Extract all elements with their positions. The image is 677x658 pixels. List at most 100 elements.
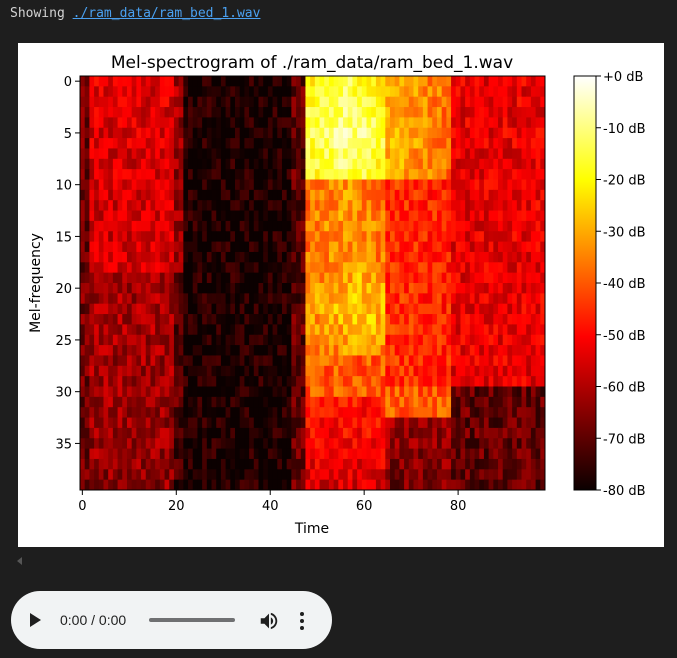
heatmap-cell <box>84 220 90 232</box>
heatmap-cell <box>131 293 137 305</box>
heatmap-cell <box>314 334 321 346</box>
heatmap-cell <box>211 169 217 180</box>
heatmap-cell <box>347 355 353 367</box>
heatmap-cell <box>108 158 114 170</box>
heatmap-cell <box>441 469 447 481</box>
heatmap-cell <box>375 427 382 439</box>
heatmap-cell <box>141 345 147 356</box>
heatmap-cell <box>516 138 523 149</box>
heatmap-cell <box>173 355 180 367</box>
play-icon[interactable] <box>30 613 41 627</box>
heatmap-cell <box>159 158 166 170</box>
heatmap-cell <box>164 117 170 129</box>
heatmap-cell <box>80 210 86 222</box>
heatmap-cell <box>488 169 494 180</box>
heatmap-cell <box>272 438 278 450</box>
heatmap-cell <box>366 386 372 398</box>
heatmap-cell <box>103 417 109 429</box>
heatmap-cell <box>418 241 424 253</box>
heatmap-cell <box>235 169 241 180</box>
heatmap-cell <box>516 303 523 315</box>
heatmap-cell <box>446 345 452 356</box>
heatmap-cell <box>216 189 222 201</box>
heatmap-cell <box>281 303 288 315</box>
heatmap-cell <box>399 251 405 263</box>
file-link[interactable]: ./ram_data/ram_bed_1.wav <box>72 6 261 21</box>
heatmap-cell <box>521 427 527 439</box>
heatmap-cell <box>404 376 410 387</box>
heatmap-cell <box>169 293 175 305</box>
heatmap-cell <box>286 314 292 325</box>
heatmap-cell <box>211 469 217 481</box>
spectrogram-chart: Mel-spectrogram of ./ram_data/ram_bed_1.… <box>28 53 646 537</box>
heatmap-cell <box>521 303 527 315</box>
heatmap-cell <box>526 417 532 429</box>
heatmap-cell <box>540 345 546 356</box>
heatmap-cell <box>446 96 452 108</box>
heatmap-cell <box>235 96 241 108</box>
heatmap-cell <box>493 396 499 408</box>
heatmap-cell <box>427 386 433 398</box>
heatmap-cell <box>366 220 372 232</box>
heatmap-cell <box>263 355 269 367</box>
heatmap-cell <box>155 427 161 439</box>
heatmap-cell <box>286 458 292 470</box>
heatmap-cell <box>408 293 414 305</box>
heatmap-cell <box>94 210 100 222</box>
heatmap-cell <box>169 448 175 460</box>
heatmap-cell <box>98 355 104 367</box>
heatmap-cell <box>80 448 86 460</box>
heatmap-cell <box>498 355 504 367</box>
heatmap-cell <box>281 479 288 491</box>
heatmap-cell <box>404 86 410 98</box>
heatmap-cell <box>319 417 325 429</box>
heatmap-cell <box>281 231 288 243</box>
heatmap-cell <box>206 148 213 160</box>
heatmap-cell <box>526 231 532 243</box>
heatmap-cell <box>408 189 414 201</box>
heatmap-cell <box>136 189 142 201</box>
heatmap-cell <box>502 396 508 408</box>
colorbar <box>573 75 597 491</box>
heatmap-cell <box>141 272 147 284</box>
heatmap-cell <box>540 334 546 346</box>
heatmap-cell <box>375 200 382 212</box>
heatmap-cell <box>98 231 104 243</box>
more-vert-icon[interactable] <box>297 611 307 631</box>
heatmap-cell <box>314 200 321 212</box>
heatmap-cell <box>451 138 457 149</box>
heatmap-cell <box>385 407 391 419</box>
heatmap-cell <box>103 386 109 398</box>
heatmap-cell <box>197 127 203 139</box>
heatmap-cell <box>239 324 245 336</box>
heatmap-cell <box>479 262 485 274</box>
heatmap-cell <box>291 407 297 419</box>
heatmap-cell <box>422 210 429 222</box>
heatmap-cell <box>286 438 292 450</box>
heatmap-cell <box>98 179 104 191</box>
heatmap-cell <box>169 200 175 212</box>
heatmap-cell <box>263 345 269 356</box>
colorbar-tick-label: -10 dB <box>603 122 646 137</box>
volume-icon[interactable] <box>258 610 280 632</box>
scroll-left-arrow[interactable] <box>17 557 22 565</box>
heatmap-cell <box>427 148 433 160</box>
heatmap-cell <box>164 458 170 470</box>
heatmap-cell <box>328 314 335 325</box>
heatmap-cell <box>141 407 147 419</box>
heatmap-cell <box>263 458 269 470</box>
heatmap-cell <box>305 179 311 191</box>
heatmap-cell <box>164 169 170 180</box>
heatmap-cell <box>366 293 372 305</box>
heatmap-cell <box>502 345 508 356</box>
heatmap-cell <box>474 86 480 98</box>
heatmap-cell <box>244 386 250 398</box>
heatmap-cell <box>535 458 541 470</box>
heatmap-cell <box>502 251 508 263</box>
heatmap-cell <box>343 189 349 201</box>
heatmap-cell <box>103 148 109 160</box>
heatmap-cell <box>498 200 504 212</box>
seek-bar[interactable] <box>149 618 235 622</box>
heatmap-cell <box>446 303 452 315</box>
heatmap-cell <box>216 417 222 429</box>
